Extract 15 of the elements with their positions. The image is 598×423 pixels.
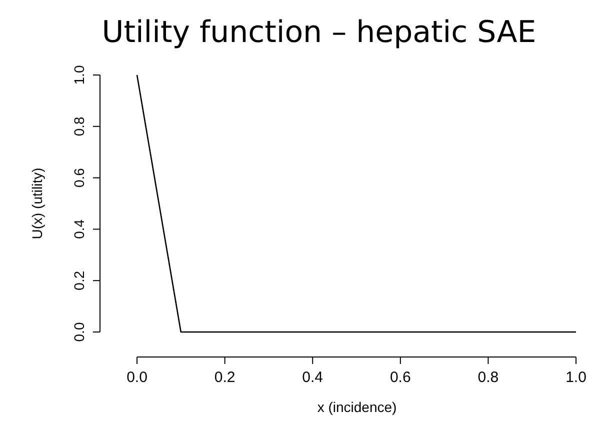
y-tick-label: 0.2 (71, 270, 87, 290)
chart-title: Utility function – hepatic SAE (102, 15, 536, 50)
y-tick-label: 0.4 (71, 219, 87, 239)
x-tick-label: 1.0 (566, 369, 586, 386)
x-tick-label: 0.0 (126, 369, 148, 386)
x-tick-label: 0.6 (390, 369, 411, 386)
y-tick-label: 1.0 (71, 65, 87, 85)
y-axis-title: U(x) (utility) (29, 168, 45, 240)
y-tick-label: 0.0 (71, 322, 87, 342)
y-tick-label: 0.6 (71, 168, 87, 188)
x-tick-label: 0.8 (478, 369, 499, 386)
x-axis-title: x (incidence) (317, 399, 397, 415)
x-tick-label: 0.2 (214, 369, 236, 386)
x-tick-label: 0.4 (302, 369, 324, 386)
y-tick-label: 0.8 (71, 116, 87, 136)
